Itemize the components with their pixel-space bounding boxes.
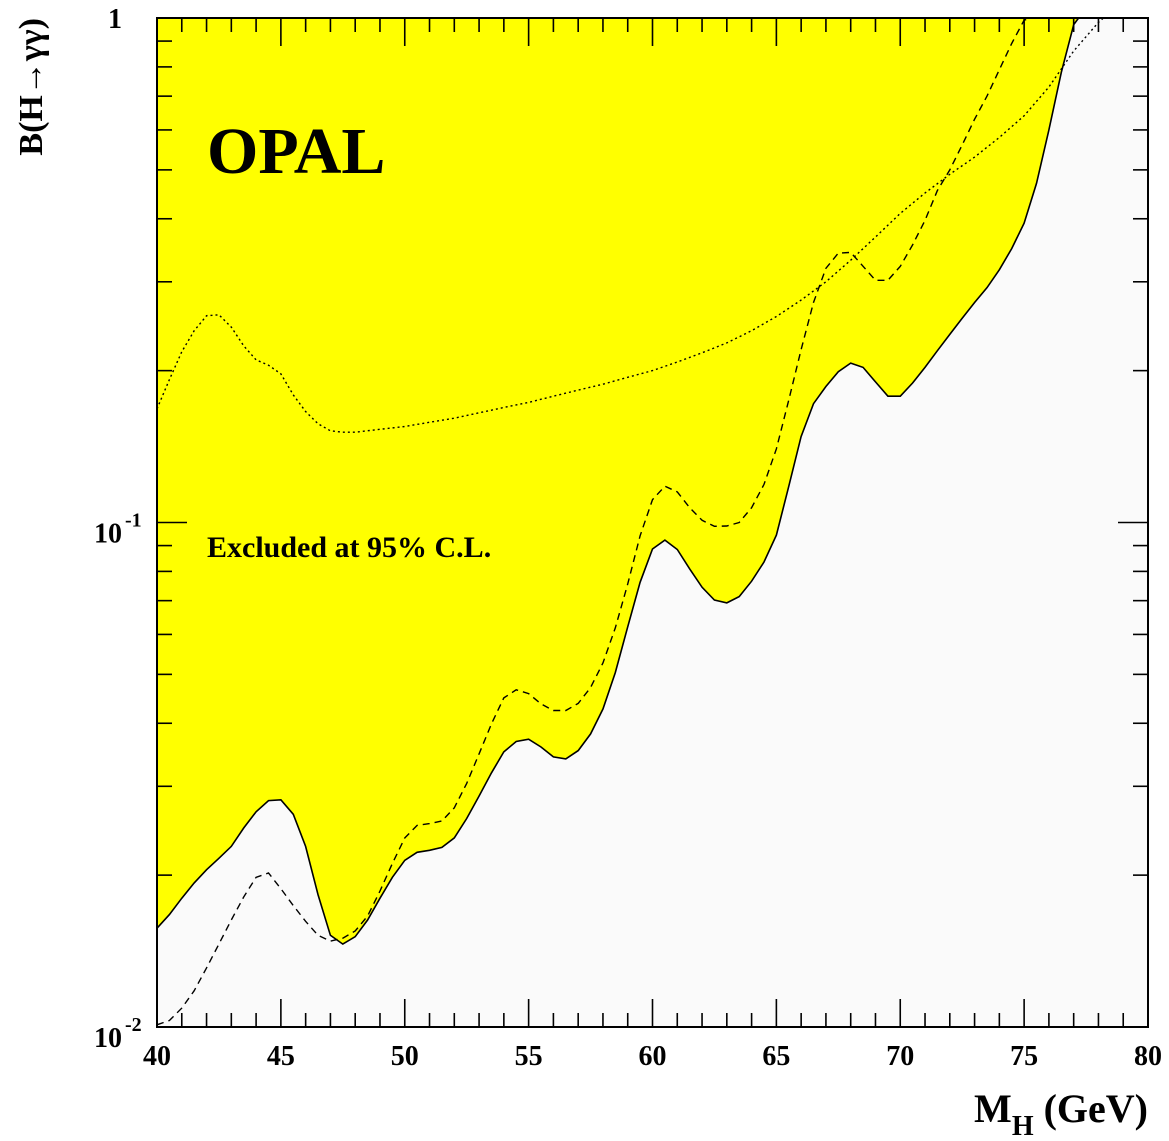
series-line-dotted xyxy=(157,18,1104,433)
x-axis-title: MH (GeV) xyxy=(974,1086,1148,1141)
y-tick-label-exponent: -1 xyxy=(125,510,142,532)
x-tick-label: 75 xyxy=(1010,1041,1038,1072)
y-tick-label: 10 xyxy=(94,1023,122,1054)
x-tick-label: 70 xyxy=(886,1041,914,1072)
exclusion-annotation: Excluded at 95% C.L. xyxy=(207,531,491,564)
x-tick-label: 55 xyxy=(515,1041,543,1072)
x-tick-label: 80 xyxy=(1134,1041,1162,1072)
x-tick-label: 40 xyxy=(143,1041,171,1072)
excluded-region xyxy=(157,18,1079,945)
series-line-solid xyxy=(157,18,1080,946)
y-axis-title: B(H→γγ) xyxy=(13,18,50,156)
x-tick-label: 60 xyxy=(639,1041,667,1072)
series-line-dashed xyxy=(157,18,1032,1026)
x-tick-label: 65 xyxy=(762,1041,790,1072)
x-axis-title-subscript: H xyxy=(1012,1111,1034,1141)
x-tick-label: 50 xyxy=(391,1041,419,1072)
x-tick-label: 45 xyxy=(267,1041,295,1072)
y-tick-label: 10 xyxy=(94,519,122,550)
x-axis-title-unit: (GeV) xyxy=(1034,1086,1148,1131)
y-tick-label-exponent: -2 xyxy=(125,1014,142,1036)
y-tick-label: 1 xyxy=(108,4,122,35)
experiment-label: OPAL xyxy=(207,115,385,188)
x-axis-title-symbol: M xyxy=(974,1086,1012,1131)
